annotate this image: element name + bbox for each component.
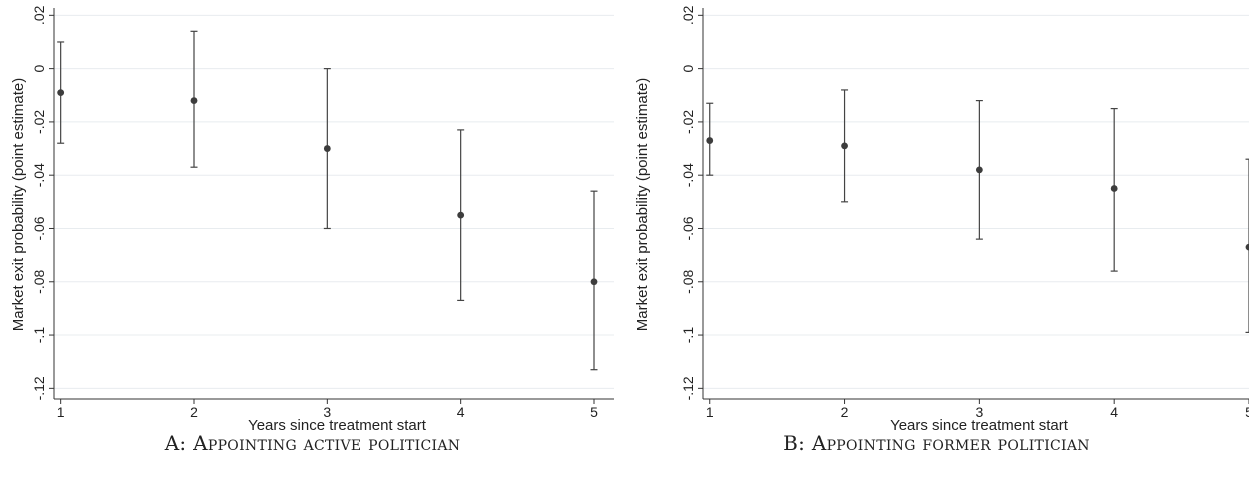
x-axis-label: Years since treatment start — [890, 417, 1069, 434]
point-estimate — [975, 166, 983, 174]
y-tick-label: -.12 — [31, 376, 47, 400]
x-tick-label: 2 — [841, 404, 849, 420]
y-tick-label: -.02 — [680, 110, 696, 134]
point-estimate — [323, 145, 331, 152]
panel-b: .02 0 -.02 -.04 -.06 -.08 -.1 -.12 1 2 3 4 5 Years si… — [624, 0, 1249, 482]
panel-b-caption: B: Appointing former politician — [783, 431, 1090, 455]
x-tick-label: 4 — [1110, 404, 1118, 420]
chart-a: .02 0 -.02 -.04 -.06 -.08 -.1 -.12 1 2 3 4 5 Years si… — [10, 5, 614, 434]
point-estimate — [1110, 185, 1118, 192]
y-tick-label: -.1 — [31, 327, 47, 344]
y-tick-label: .02 — [680, 5, 696, 25]
point-estimate — [190, 97, 198, 104]
x-tick-label: 1 — [706, 404, 714, 420]
point-estimate — [1245, 243, 1249, 251]
panel-a: .02 0 -.02 -.04 -.06 -.08 -.1 -.12 1 2 3 4 5 Years si… — [10, 5, 614, 455]
y-tick-label: .02 — [31, 5, 47, 25]
y-tick-label: -.08 — [31, 269, 47, 293]
y-tick-label: -.04 — [680, 163, 696, 187]
x-tick-label: 1 — [57, 404, 65, 420]
y-tick-label: -.08 — [680, 269, 696, 293]
y-tick-label: 0 — [680, 65, 696, 73]
y-tick-label: -.02 — [31, 110, 47, 134]
x-tick-label: 2 — [190, 404, 198, 420]
panel-a-caption: A: Appointing active politician — [164, 431, 461, 455]
point-estimate — [841, 142, 848, 150]
y-axis-label: Market exit probability (point estimate) — [10, 78, 27, 331]
point-estimate — [590, 278, 598, 286]
x-tick-label: 5 — [590, 404, 598, 420]
y-tick-label: -.06 — [680, 216, 696, 240]
y-tick-label: -.1 — [680, 327, 696, 344]
x-tick-label: 4 — [457, 404, 465, 420]
y-axis-label: Market exit probability (point estimate) — [634, 78, 651, 331]
x-axis-label: Years since treatment start — [248, 417, 427, 434]
chart-b: .02 0 -.02 -.04 -.06 -.08 -.1 -.12 1 2 3 4 5 Years si… — [634, 5, 1249, 434]
y-tick-label: -.12 — [680, 376, 696, 400]
y-tick-label: -.06 — [31, 216, 47, 240]
x-tick-label: 3 — [975, 404, 983, 420]
y-tick-label: 0 — [31, 65, 47, 73]
point-estimate — [457, 211, 465, 219]
y-tick-label: -.04 — [31, 163, 47, 187]
point-estimate — [57, 89, 65, 96]
point-estimate — [706, 137, 714, 144]
x-tick-label: 3 — [323, 404, 331, 420]
x-tick-label: 5 — [1245, 404, 1249, 420]
